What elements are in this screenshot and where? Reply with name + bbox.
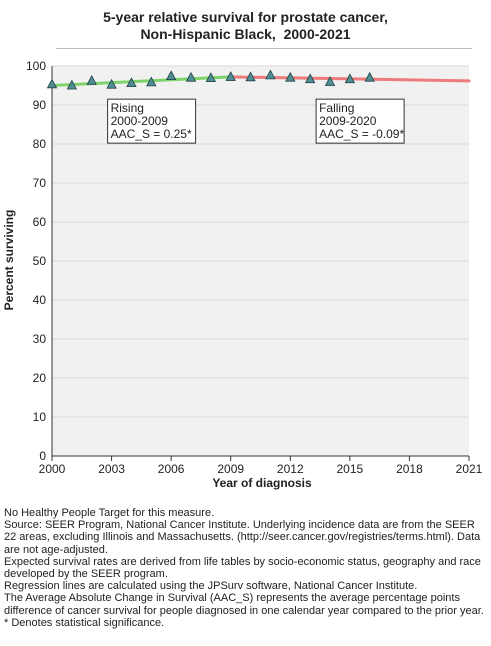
footnote-line: The Average Absolute Change in Survival … <box>4 592 484 617</box>
y-tick-label: 0 <box>39 449 46 463</box>
observed-point <box>324 76 336 86</box>
x-axis-title: Year of diagnosis <box>212 476 312 490</box>
x-tick-label: 2012 <box>277 462 304 476</box>
observed-point <box>86 74 97 85</box>
y-tick-label: 50 <box>33 254 47 268</box>
footnote-line: * Denotes statistical significance. <box>4 616 165 629</box>
observed-point <box>225 71 236 81</box>
annotation-text: Rising <box>111 101 144 115</box>
annotation-text: AAC_S = 0.25* <box>111 127 192 141</box>
title-divider <box>56 48 472 49</box>
observed-point <box>126 77 137 88</box>
y-tick-label: 10 <box>33 410 47 424</box>
observed-point <box>146 76 157 87</box>
trend-line-rising <box>50 75 233 87</box>
x-tick-label: 2000 <box>39 462 66 476</box>
observed-point <box>165 70 177 81</box>
y-tick-label: 60 <box>33 215 47 229</box>
observed-point <box>66 79 78 90</box>
observed-point <box>265 69 276 80</box>
y-tick-label: 100 <box>26 59 46 73</box>
footnote-line: Source: SEER Program, National Cancer In… <box>4 519 481 556</box>
x-tick-label: 2003 <box>98 462 125 476</box>
footnotes: No Healthy People Target for this measur… <box>4 507 488 629</box>
y-tick-label: 90 <box>33 98 47 112</box>
observed-point <box>106 78 117 89</box>
chart-title: 5-year relative survival for prostate ca… <box>0 9 491 43</box>
observed-point <box>185 71 197 82</box>
observed-point <box>245 71 256 82</box>
observed-point <box>344 73 356 84</box>
x-tick-label: 2006 <box>158 462 185 476</box>
footnote-line: No Healthy People Target for this measur… <box>4 507 215 519</box>
x-tick-label: 2015 <box>337 462 364 476</box>
annotation-box <box>107 98 197 144</box>
annotation-text: Falling <box>319 101 354 115</box>
y-tick-label: 80 <box>33 137 47 151</box>
annotation-text: 2000-2009 <box>111 114 169 128</box>
observed-point <box>364 71 375 82</box>
survival-chart: 0 10 20 30 40 50 60 70 80 90 100 2000 2003 2006 2009 20… <box>2 59 483 490</box>
y-axis-title: Percent surviving <box>2 210 16 311</box>
y-tick-label: 30 <box>33 332 47 346</box>
y-tick-label: 20 <box>33 371 47 385</box>
observed-point <box>285 71 296 82</box>
observed-point <box>205 72 217 82</box>
annotation-text: 2009-2020 <box>319 114 377 128</box>
chart-title-line-2: Non-Hispanic Black, 2000-2021 <box>140 26 351 42</box>
footnote-line: Regression lines are calculated using th… <box>4 580 418 593</box>
observed-point <box>46 78 58 89</box>
x-tick-label: 2018 <box>396 462 423 476</box>
footnote-line: Expected survival rates are derived from… <box>4 555 481 581</box>
annotation-text: AAC_S = -0.09* <box>319 127 404 141</box>
x-tick-label: 2009 <box>217 462 244 476</box>
annotation-box <box>315 98 405 144</box>
y-tick-label: 70 <box>33 176 47 190</box>
y-tick-label: 40 <box>33 293 47 307</box>
observed-point <box>304 73 316 84</box>
x-tick-label: 2021 <box>456 462 483 476</box>
chart-title-line-1: 5-year relative survival for prostate ca… <box>103 9 388 25</box>
